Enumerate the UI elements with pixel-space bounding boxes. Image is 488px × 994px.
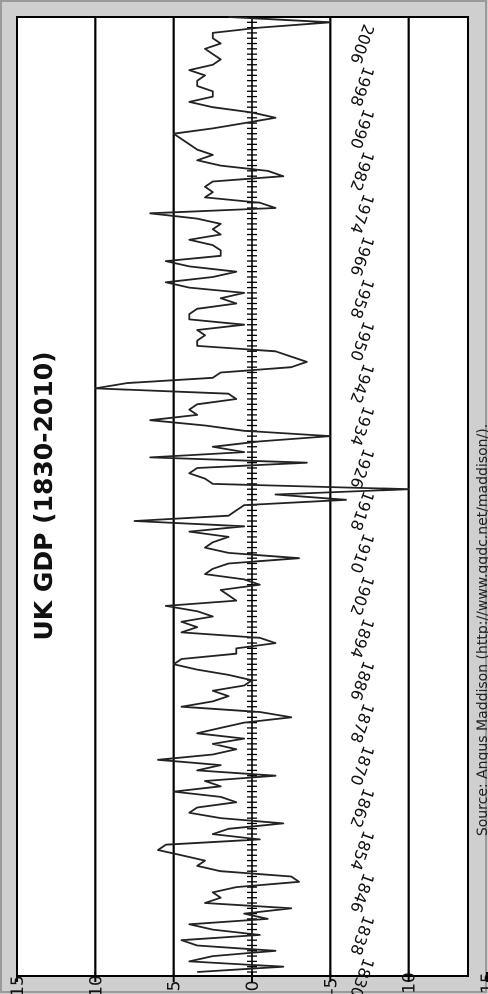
axis-ticks [16, 16, 488, 982]
y-axis-labels: 15 10 5 0 -5 -10 -15 [8, 972, 488, 994]
y-tick-label: -10 [400, 972, 420, 994]
y-tick-label: 0 [243, 981, 263, 992]
source-note: Source: Angus Maddison (http://www.ggdc.… [475, 424, 488, 836]
gdp-series-line [94, 16, 410, 973]
y-tick-label: -5 [321, 978, 341, 994]
series-line-group [94, 16, 410, 973]
plot-background [16, 16, 469, 977]
y-tick-label: 5 [165, 981, 185, 992]
gridlines [94, 17, 410, 976]
y-tick-label: -15 [478, 972, 488, 994]
y-tick-label: 10 [86, 975, 106, 994]
chart-title: UK GDP (1830-2010) [29, 351, 58, 640]
y-tick-label: 15 [8, 975, 28, 994]
